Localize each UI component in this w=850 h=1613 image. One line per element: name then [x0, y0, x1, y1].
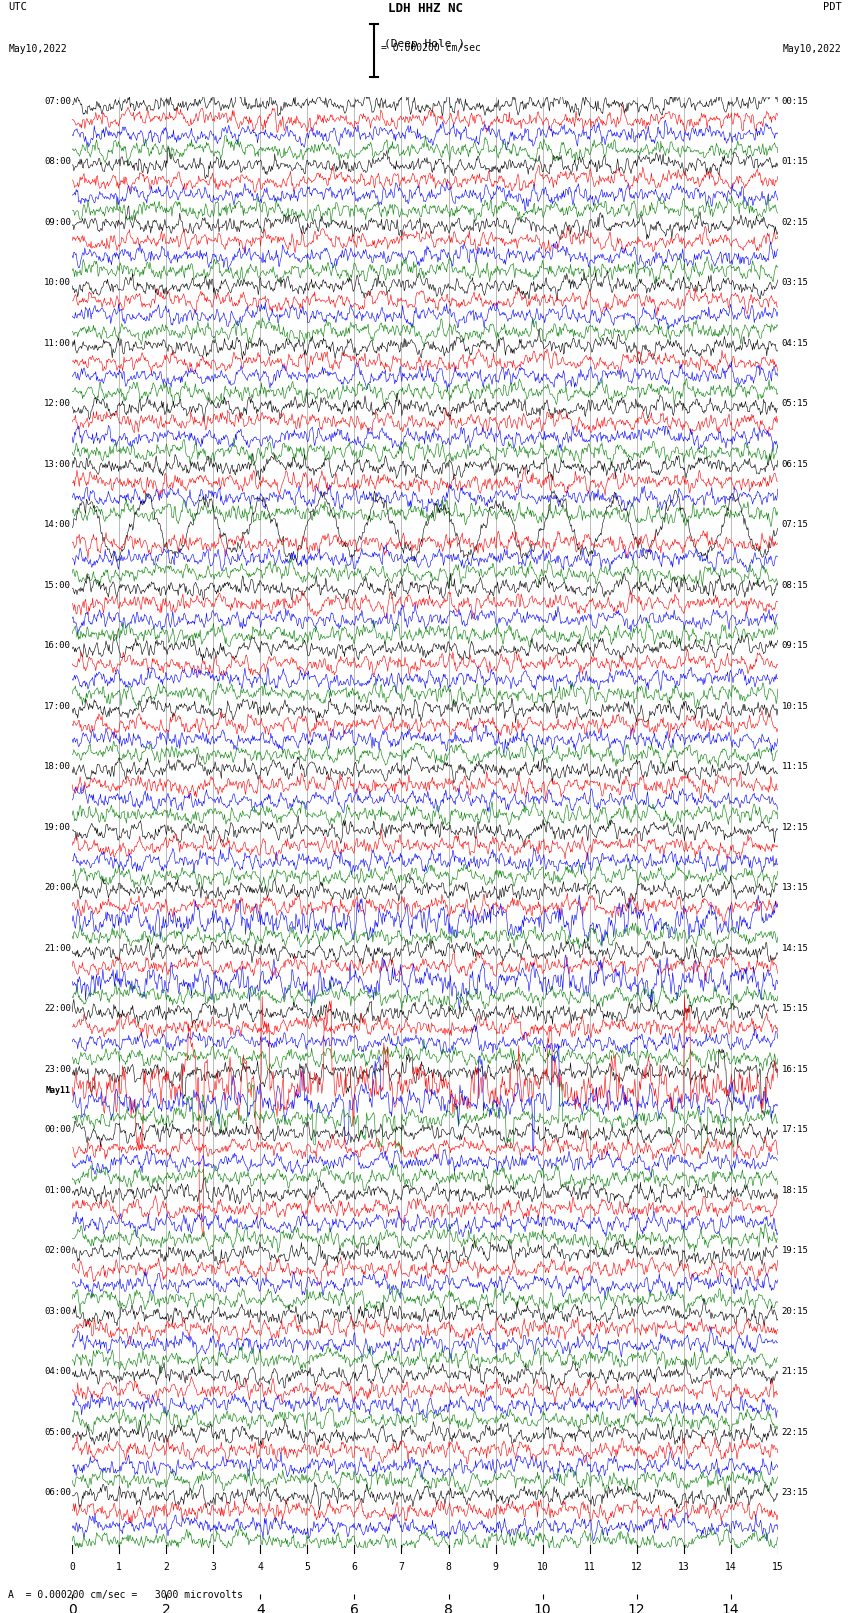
- Text: 03:15: 03:15: [781, 279, 808, 287]
- Text: 23:15: 23:15: [781, 1489, 808, 1497]
- Text: 11: 11: [584, 1561, 596, 1573]
- Text: 14:00: 14:00: [44, 521, 71, 529]
- Text: 4: 4: [258, 1561, 264, 1573]
- Text: 20:00: 20:00: [44, 884, 71, 892]
- Text: 14: 14: [725, 1561, 737, 1573]
- Text: 13:15: 13:15: [781, 884, 808, 892]
- Text: 04:15: 04:15: [781, 339, 808, 348]
- Text: 10:00: 10:00: [44, 279, 71, 287]
- Text: 07:00: 07:00: [44, 97, 71, 106]
- Text: 12:00: 12:00: [44, 400, 71, 408]
- Text: = 0.000200 cm/sec: = 0.000200 cm/sec: [381, 44, 481, 53]
- Text: 01:00: 01:00: [44, 1186, 71, 1195]
- Text: 15: 15: [772, 1561, 784, 1573]
- Text: 19:15: 19:15: [781, 1245, 808, 1255]
- Text: 11:15: 11:15: [781, 763, 808, 771]
- Text: 20:15: 20:15: [781, 1307, 808, 1316]
- Text: 7: 7: [399, 1561, 405, 1573]
- Text: 2: 2: [163, 1561, 169, 1573]
- Text: 04:00: 04:00: [44, 1368, 71, 1376]
- Text: 3: 3: [211, 1561, 216, 1573]
- Text: 13: 13: [677, 1561, 689, 1573]
- Text: 0: 0: [70, 1561, 75, 1573]
- Text: 6: 6: [352, 1561, 357, 1573]
- Text: 18:15: 18:15: [781, 1186, 808, 1195]
- Text: 21:00: 21:00: [44, 944, 71, 953]
- Text: 16:15: 16:15: [781, 1065, 808, 1074]
- Text: 01:15: 01:15: [781, 158, 808, 166]
- Text: 22:15: 22:15: [781, 1428, 808, 1437]
- Text: UTC: UTC: [8, 2, 27, 11]
- Text: LDH HHZ NC: LDH HHZ NC: [388, 2, 462, 15]
- Text: 10:15: 10:15: [781, 702, 808, 711]
- Text: May11: May11: [46, 1086, 71, 1095]
- Text: 9: 9: [493, 1561, 498, 1573]
- Text: 12: 12: [631, 1561, 643, 1573]
- Text: 5: 5: [304, 1561, 310, 1573]
- Text: 23:00: 23:00: [44, 1065, 71, 1074]
- Text: 17:15: 17:15: [781, 1126, 808, 1134]
- Text: 05:00: 05:00: [44, 1428, 71, 1437]
- Text: 03:00: 03:00: [44, 1307, 71, 1316]
- Text: 14:15: 14:15: [781, 944, 808, 953]
- Text: 12:15: 12:15: [781, 823, 808, 832]
- Text: May10,2022: May10,2022: [8, 44, 67, 53]
- Text: 8: 8: [445, 1561, 451, 1573]
- Text: 22:00: 22:00: [44, 1003, 71, 1013]
- Text: 09:15: 09:15: [781, 642, 808, 650]
- Text: PDT: PDT: [823, 2, 842, 11]
- Text: 00:00: 00:00: [44, 1126, 71, 1134]
- Text: 05:15: 05:15: [781, 400, 808, 408]
- Text: 08:15: 08:15: [781, 581, 808, 590]
- Text: (Deep Hole ): (Deep Hole ): [384, 39, 466, 48]
- Text: 16:00: 16:00: [44, 642, 71, 650]
- Text: 18:00: 18:00: [44, 763, 71, 771]
- Text: 00:15: 00:15: [781, 97, 808, 106]
- Text: 02:00: 02:00: [44, 1245, 71, 1255]
- Text: 13:00: 13:00: [44, 460, 71, 469]
- Text: 15:00: 15:00: [44, 581, 71, 590]
- Text: 10: 10: [536, 1561, 548, 1573]
- Text: 19:00: 19:00: [44, 823, 71, 832]
- Text: 07:15: 07:15: [781, 521, 808, 529]
- Text: 09:00: 09:00: [44, 218, 71, 227]
- Text: 02:15: 02:15: [781, 218, 808, 227]
- Text: A  = 0.000200 cm/sec =   3000 microvolts: A = 0.000200 cm/sec = 3000 microvolts: [8, 1590, 243, 1600]
- Text: May10,2022: May10,2022: [783, 44, 842, 53]
- Text: 11:00: 11:00: [44, 339, 71, 348]
- Text: 15:15: 15:15: [781, 1003, 808, 1013]
- Text: 1: 1: [116, 1561, 122, 1573]
- Text: 06:00: 06:00: [44, 1489, 71, 1497]
- Text: 08:00: 08:00: [44, 158, 71, 166]
- Text: 21:15: 21:15: [781, 1368, 808, 1376]
- Text: 06:15: 06:15: [781, 460, 808, 469]
- Text: 17:00: 17:00: [44, 702, 71, 711]
